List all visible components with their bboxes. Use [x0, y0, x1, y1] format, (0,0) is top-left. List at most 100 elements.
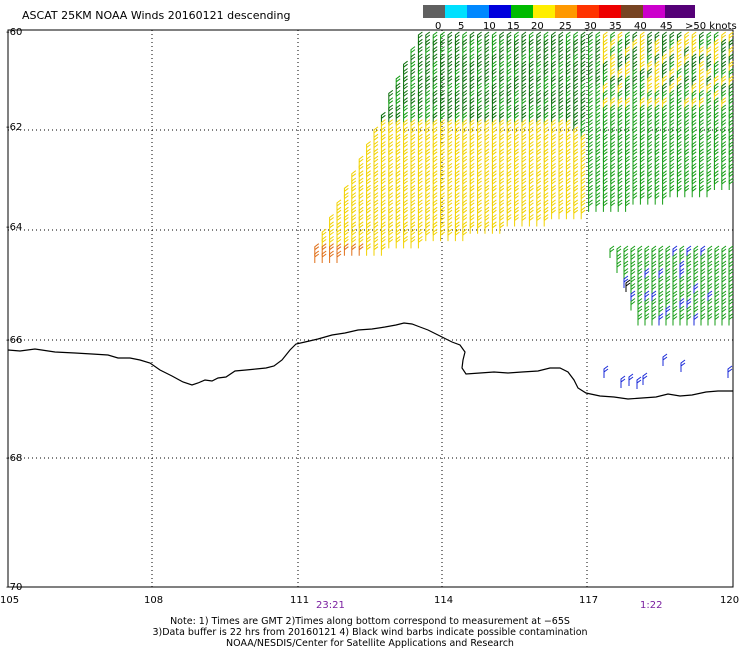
wind-barb: [625, 75, 630, 88]
wind-barb: [521, 177, 527, 190]
wind-barb: [447, 133, 453, 147]
wind-barb: [713, 177, 719, 190]
wind-barb: [669, 46, 675, 59]
wind-barb: [662, 111, 667, 125]
wind-barb: [506, 60, 512, 74]
wind-barb: [728, 31, 734, 44]
wind-barb: [469, 148, 475, 161]
wind-barb: [477, 82, 482, 96]
wind-barb: [395, 163, 401, 176]
wind-barb: [700, 260, 706, 273]
wind-barb: [595, 155, 601, 169]
wind-barb: [721, 275, 727, 288]
wind-barb: [506, 214, 512, 227]
wind-barb: [647, 192, 653, 205]
wind-barb: [662, 46, 667, 59]
wind-barb: [358, 184, 364, 198]
wind-barb: [669, 126, 675, 139]
wind-barb: [721, 170, 727, 183]
wind-barb: [684, 38, 690, 52]
wind-barb: [632, 104, 638, 117]
wind-barb: [543, 170, 549, 183]
wind-barb: [707, 298, 713, 311]
wind-barb: [630, 298, 636, 311]
lon-label-117: 117: [579, 595, 598, 606]
wind-barb: [699, 97, 704, 110]
wind-barb: [395, 126, 401, 139]
wind-barb: [639, 53, 645, 66]
wind-barb: [484, 60, 490, 74]
wind-barb: [632, 119, 638, 132]
wind-barb: [536, 46, 542, 59]
wind-barb: [410, 155, 416, 169]
wind-barb: [602, 111, 608, 125]
wind-barb: [632, 163, 638, 176]
wind-barb: [358, 177, 364, 190]
wind-barb: [658, 245, 664, 258]
wind-barb: [672, 245, 678, 258]
wind-barb: [477, 184, 482, 198]
wind-barb: [728, 82, 734, 96]
wind-barb: [676, 155, 682, 169]
wind-barb: [580, 75, 586, 88]
wind-barb: [632, 133, 638, 147]
wind-barb: [477, 141, 482, 154]
pass-time-1: 23:21: [316, 600, 345, 611]
wind-barb: [440, 133, 445, 147]
wind-barb: [403, 170, 408, 183]
wind-barb: [672, 313, 678, 326]
wind-barb: [714, 245, 720, 258]
wind-barb: [573, 155, 579, 169]
wind-barb: [499, 97, 505, 110]
wind-barb: [499, 111, 505, 125]
wind-barb: [573, 31, 579, 44]
wind-barb: [410, 119, 416, 132]
wind-barb: [679, 298, 685, 311]
wind-barb: [425, 111, 431, 125]
wind-barb: [706, 155, 712, 169]
wind-barb: [417, 53, 423, 66]
wind-barb: [669, 38, 675, 52]
wind-barb: [647, 177, 653, 190]
wind-barb: [632, 192, 638, 205]
wind-barb: [410, 177, 416, 190]
wind-barb: [580, 141, 586, 154]
legend-label-10: >50 knots: [685, 21, 737, 32]
wind-barb: [617, 111, 623, 125]
wind-barb: [477, 199, 482, 212]
wind-barb: [728, 245, 734, 258]
wind-barb: [425, 148, 431, 161]
wind-barb: [728, 260, 734, 273]
legend-label-0: 0: [435, 21, 441, 32]
wind-barb: [417, 155, 423, 169]
wind-barb: [658, 298, 664, 311]
wind-barb: [380, 228, 386, 242]
wind-barb: [366, 163, 371, 176]
wind-barb: [721, 245, 727, 258]
wind-barb: [651, 275, 657, 288]
wind-barb: [691, 163, 697, 176]
wind-barb: [707, 283, 713, 296]
wind-barb: [637, 275, 643, 288]
wind-barb: [528, 177, 534, 190]
wind-barb: [565, 163, 571, 176]
wind-barb: [514, 53, 519, 66]
wind-barb: [662, 68, 667, 81]
wind-barb: [417, 148, 423, 161]
wind-barb: [658, 313, 664, 326]
wind-barb: [721, 68, 727, 81]
wind-barb: [700, 245, 706, 258]
wind-barb: [410, 82, 416, 96]
wind-barb: [699, 90, 704, 103]
wind-barb: [454, 126, 460, 139]
wind-barb: [713, 68, 719, 81]
wind-barb: [565, 38, 571, 52]
wind-barb: [654, 155, 660, 169]
wind-barb: [329, 250, 334, 263]
wind-barb: [351, 243, 357, 256]
wind-barb: [551, 90, 556, 103]
wind-barb: [580, 133, 586, 147]
wind-barb: [462, 141, 468, 154]
wind-barb: [380, 199, 386, 212]
wind-barb: [351, 177, 357, 190]
